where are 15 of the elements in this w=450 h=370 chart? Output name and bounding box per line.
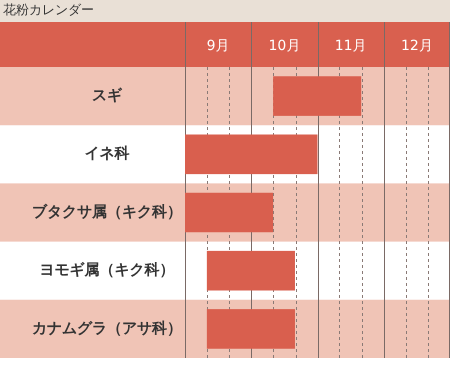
- bar: [273, 76, 362, 116]
- x-tick-label: 11月: [334, 38, 367, 54]
- text: 花粉カレンダー: [0, 0, 450, 22]
- y-tick-label: スギ: [92, 86, 123, 104]
- y-tick-label: カナムグラ（アサ科）: [32, 318, 182, 337]
- bar: [185, 192, 274, 232]
- y-tick-label: イネ科: [84, 144, 130, 162]
- x-tick-label: 12月: [400, 38, 433, 54]
- y-tick-label: ブタクサ属（キク科）: [32, 202, 182, 220]
- y-tick-label: ヨモギ属（キク科）: [40, 260, 174, 279]
- bar: [206, 250, 295, 290]
- bar: [206, 309, 295, 349]
- bar: [185, 134, 318, 174]
- x-tick-label: 10月: [268, 38, 300, 54]
- x-tick-label: 9月: [206, 38, 230, 54]
